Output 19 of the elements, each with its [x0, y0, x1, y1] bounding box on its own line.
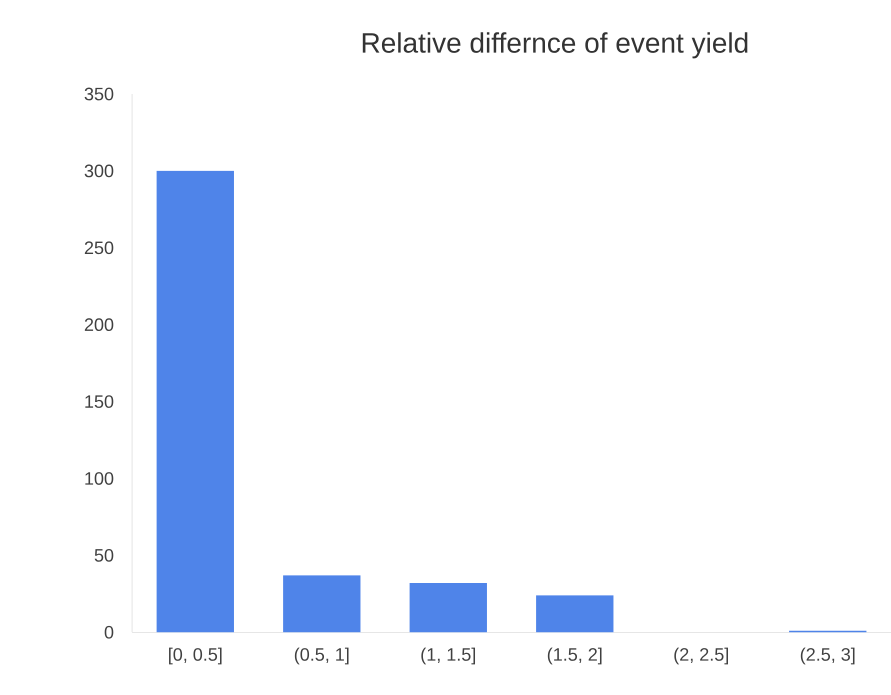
bar	[283, 575, 360, 632]
x-tick-label: (1, 1.5]	[421, 648, 476, 664]
x-tick-label: (2.5, 3]	[800, 648, 854, 664]
chart-title: Relative differnce of event yield	[362, 32, 748, 58]
y-tick-label: 300	[84, 164, 114, 178]
y-tick-label: 0	[104, 626, 114, 639]
x-tick-label: [0, 0.5]	[169, 648, 222, 664]
x-tick-label: (1.5, 2]	[548, 648, 602, 664]
y-tick-label: 50	[94, 549, 114, 562]
bar	[156, 170, 234, 632]
y-tick-label: 200	[84, 318, 114, 332]
y-tick-label: 150	[85, 395, 114, 408]
x-tick-label: (2, 2.5]	[674, 648, 728, 664]
y-tick-label: 250	[84, 241, 114, 254]
bar	[410, 583, 487, 632]
y-tick-label: 100	[85, 472, 114, 485]
y-tick-label: 350	[84, 88, 114, 100]
x-tick-label: (0.5, 1]	[294, 648, 349, 664]
bar	[536, 595, 614, 632]
